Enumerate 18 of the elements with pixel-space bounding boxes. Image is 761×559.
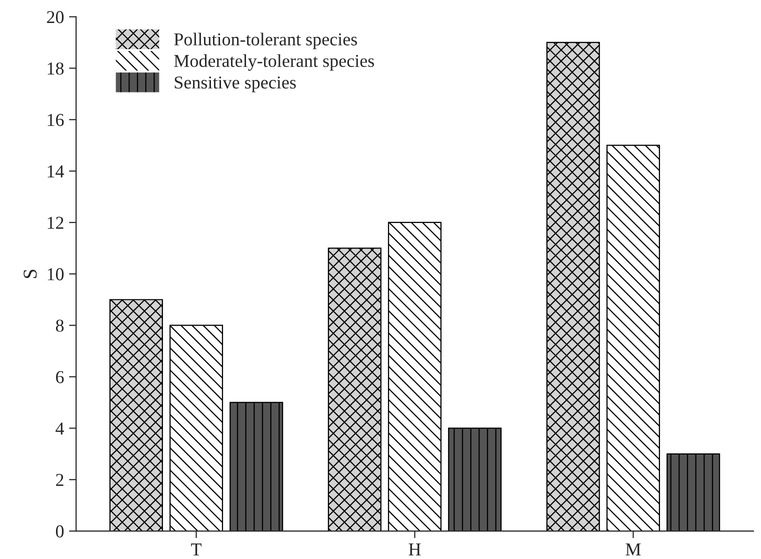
y-tick-label: 20 (47, 11, 64, 24)
x-tick-label: T (191, 544, 202, 556)
y-tick-label: 4 (56, 422, 64, 434)
legend-label: Pollution-tolerant species (174, 32, 357, 50)
y-tick-label: 8 (56, 320, 64, 332)
x-tick-label: H (408, 544, 421, 556)
y-tick-label: 16 (48, 114, 64, 126)
y-tick-label: 14 (48, 165, 64, 178)
y-tick-label: 10 (48, 268, 64, 280)
y-tick-label: 6 (56, 371, 64, 384)
legend-label: Sensitive species (174, 76, 296, 92)
y-axis-title: S (24, 270, 37, 278)
y-tick-label: 0 (56, 525, 64, 538)
y-tick-label: 12 (48, 216, 64, 229)
x-tick-label: M (626, 544, 641, 556)
y-tick-label: 2 (56, 474, 64, 486)
legend-label: Moderately-tolerant species (174, 54, 374, 71)
y-tick-label: 18 (48, 62, 64, 75)
